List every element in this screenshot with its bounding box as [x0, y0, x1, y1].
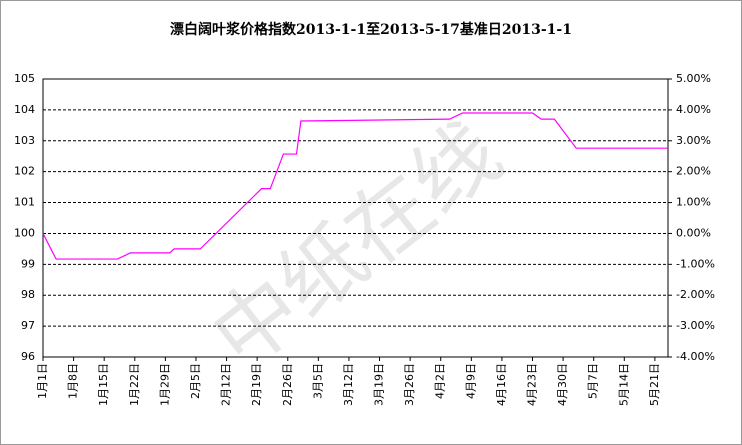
x-tick-label: 4月9日 [464, 363, 477, 399]
x-tick-label: 2月19日 [250, 363, 263, 406]
y2-tick-label: 5.00% [676, 72, 711, 85]
y-tick-label: 100 [14, 226, 35, 239]
y2-tick-label: -4.00% [676, 350, 715, 363]
x-tick-label: 2月12日 [220, 363, 233, 406]
x-tick-label: 5月14日 [617, 363, 630, 406]
y-tick-label: 97 [21, 319, 35, 332]
y2-tick-label: 4.00% [676, 103, 711, 116]
x-tick-label: 4月16日 [495, 363, 508, 406]
x-tick-label: 1月8日 [67, 363, 80, 399]
x-tick-label: 2月5日 [189, 363, 202, 399]
y-tick-label: 103 [14, 134, 35, 147]
y2-tick-label: 3.00% [676, 134, 711, 147]
x-tick-label: 1月29日 [158, 363, 171, 406]
x-tick-label: 3月19日 [373, 363, 386, 406]
line-series [42, 112, 668, 260]
y2-tick-label: -1.00% [676, 257, 715, 270]
y-tick-label: 99 [21, 257, 35, 270]
x-tick-label: 3月5日 [311, 363, 324, 399]
x-tick-label: 5月21日 [648, 363, 661, 406]
x-tick-label: 4月23日 [526, 363, 539, 406]
y-tick-label: 96 [21, 350, 35, 363]
y2-tick-label: -2.00% [676, 288, 715, 301]
y2-tick-label: 0.00% [676, 226, 711, 239]
y2-tick-label: 2.00% [676, 165, 711, 178]
y2-tick-label: 1.00% [676, 196, 711, 209]
y-tick-label: 102 [14, 165, 35, 178]
y-tick-label: 101 [14, 196, 35, 209]
x-tick-label: 4月2日 [434, 363, 447, 399]
x-tick-label: 3月12日 [342, 363, 355, 406]
y-tick-label: 105 [14, 72, 35, 85]
x-tick-label: 4月30日 [556, 363, 569, 406]
x-tick-label: 5月7日 [587, 363, 600, 399]
y-tick-label: 104 [14, 103, 35, 116]
x-tick-label: 1月15日 [97, 363, 110, 406]
y-tick-label: 98 [21, 288, 35, 301]
x-tick-label: 1月22日 [128, 363, 141, 406]
chart-title: 漂白阔叶浆价格指数2013-1-1至2013-5-17基准日2013-1-1 [170, 21, 572, 38]
x-tick-label: 3月26日 [403, 363, 416, 406]
y2-tick-label: -3.00% [676, 319, 715, 332]
x-tick-label: 1月1日 [36, 363, 49, 399]
x-tick-label: 2月26日 [281, 363, 294, 406]
